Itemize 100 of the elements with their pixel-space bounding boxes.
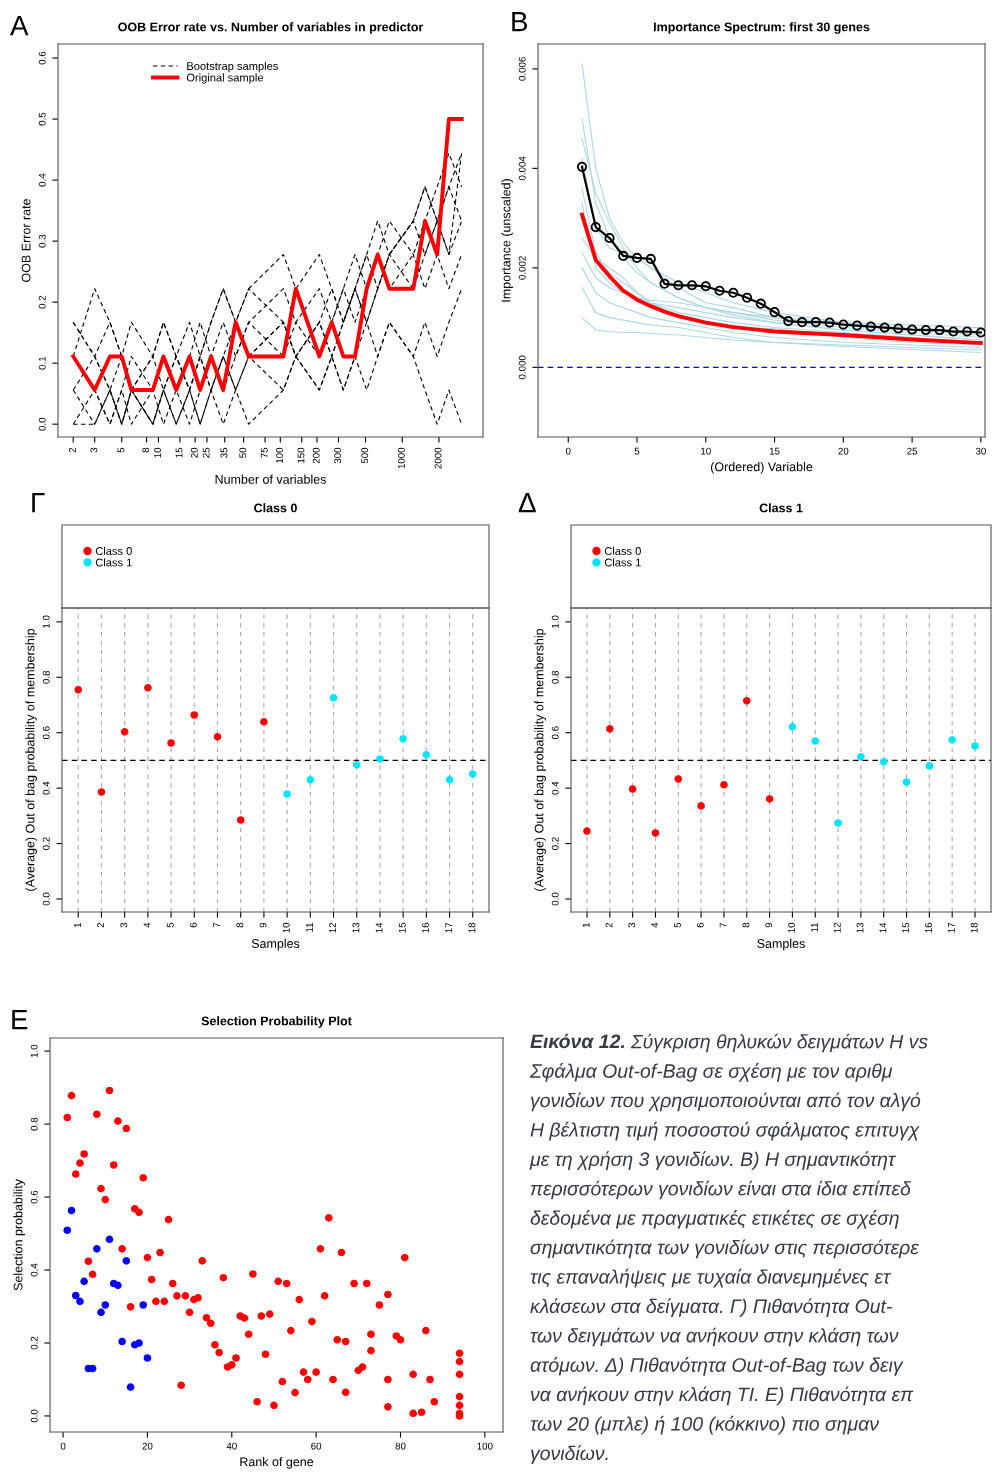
y-tick-label: 0.6	[42, 726, 50, 740]
x-tick-label: 15	[398, 922, 406, 933]
x-tick-label: 14	[879, 922, 887, 933]
y-tick-label: 0.6	[38, 51, 46, 65]
y-tick-label: 0.0	[38, 417, 46, 431]
x-tick-label: 6	[190, 922, 197, 928]
text: των 20 (μπλε) ή 100 (κόκκινο) πιο σημαν	[530, 1415, 879, 1435]
x-tick-label: 25	[202, 447, 210, 458]
text: σημαντικότητα των γονιδίων στις περισσότερε	[530, 1239, 919, 1259]
x-tick-label: 10	[154, 447, 162, 458]
legend-label: Original sample	[186, 73, 264, 84]
x-tick-label: 5	[674, 922, 681, 928]
y-tick-label: 0.8	[551, 670, 559, 684]
x-tick-label: 4	[651, 922, 658, 928]
x-tick-label: 100	[477, 1442, 493, 1450]
x-tick-label: 17	[445, 922, 453, 933]
x-axis-title: (Ordered) Variable	[710, 462, 813, 474]
chart-title: Class 1	[759, 503, 803, 513]
x-tick-label: 150	[297, 447, 305, 463]
y-tick-label: 0.6	[30, 1190, 38, 1204]
x-tick-label: 80	[395, 1442, 406, 1450]
y-axis-title: (Average) Out of bag probability of membership	[534, 628, 546, 891]
y-axis-title: Selection probability	[13, 1179, 25, 1291]
text: τις επαναλήψεις με τυχαία διανεμημένες ετ	[530, 1268, 892, 1288]
y-tick-label: 0.000	[518, 355, 526, 380]
legend-label: Class 1	[95, 558, 132, 567]
text: περισσότερων γονιδίων είναι στα ίδια επίπεδ	[530, 1180, 912, 1200]
y-tick-label: 0.2	[38, 295, 46, 309]
text: των δειγμάτων να ανήκουν στην κλάση των	[530, 1327, 899, 1347]
x-tick-label: 9	[765, 922, 773, 928]
x-tick-label: 200	[312, 447, 320, 464]
x-tick-label: 6	[696, 922, 704, 928]
x-tick-label: 2000	[434, 447, 442, 469]
x-axis-title: Samples	[251, 938, 300, 951]
legend-label: Class 0	[604, 546, 641, 555]
x-tick-label: 8	[142, 447, 150, 453]
text: γονιδίων.	[531, 1445, 608, 1464]
y-tick-label: 1.0	[551, 615, 559, 628]
x-tick-label: 30	[975, 447, 986, 455]
y-tick-label: 0.0	[30, 1409, 38, 1423]
x-tick-label: 5	[634, 447, 640, 455]
legend-label: Class 0	[95, 546, 132, 555]
x-tick-label: 0	[565, 447, 571, 455]
y-tick-label: 0.1	[38, 356, 46, 370]
y-axis-title: Importance (unscaled)	[501, 179, 513, 302]
x-tick-label: 8	[742, 922, 750, 928]
x-tick-label: 100	[276, 447, 283, 463]
x-axis-title: Rank of gene	[240, 1457, 314, 1469]
y-tick-label: 0.4	[42, 781, 50, 795]
text: Δ	[518, 493, 536, 513]
text: γονιδίων που χρησιμοποιούνται από τον αλγό	[531, 1092, 921, 1112]
text: ατόμων. Δ) Πιθανότητα Out-of-Bag των δειγ	[530, 1357, 904, 1376]
x-tick-label: 14	[375, 922, 383, 933]
x-tick-label: 20	[838, 447, 849, 455]
x-tick-label: 16	[925, 922, 932, 933]
x-tick-label: 9	[259, 922, 267, 928]
x-tick-label: 50	[239, 447, 247, 458]
y-tick-label: 0.8	[30, 1117, 38, 1131]
y-tick-label: 0.004	[518, 156, 526, 181]
x-tick-label: 3	[90, 447, 98, 453]
x-tick-label: 13	[856, 922, 864, 933]
y-tick-label: 0.3	[38, 234, 46, 248]
x-tick-label: 35	[220, 447, 228, 458]
x-tick-label: 10	[701, 447, 711, 455]
y-tick-label: 0.4	[38, 173, 46, 187]
x-tick-label: 18	[970, 922, 978, 933]
x-tick-label: 7	[213, 922, 220, 928]
x-tick-label: 13	[352, 922, 360, 933]
chart-title: OOB Error rate vs. Number of variables in predictor	[118, 22, 424, 34]
x-tick-label: 5	[166, 922, 174, 928]
x-tick-label: 12	[833, 922, 841, 933]
text: B	[512, 12, 528, 32]
y-tick-label: 1.0	[42, 615, 50, 628]
x-tick-label: 15	[769, 447, 780, 455]
x-tick-label: 0	[60, 1442, 66, 1450]
x-tick-label: 2	[97, 922, 104, 928]
x-tick-label: 15	[902, 922, 910, 933]
y-axis-title: OOB Error rate	[21, 199, 31, 282]
x-tick-label: 11	[306, 922, 313, 932]
x-tick-label: 1	[582, 922, 590, 928]
x-tick-label: 8	[236, 922, 244, 928]
text: κλάσεων στα δείγματα. Γ) Πιθανότητα Out-	[530, 1298, 892, 1317]
y-tick-label: 0.5	[38, 112, 46, 126]
x-axis-title: Samples	[757, 938, 805, 951]
x-tick-label: 4	[143, 922, 151, 928]
chart-title: Importance Spectrum: first 30 genes	[653, 22, 870, 34]
y-tick-label: 0.2	[30, 1336, 38, 1350]
y-tick-label: 0.8	[42, 670, 50, 684]
text: E	[12, 1010, 28, 1030]
y-tick-label: 0.0	[42, 892, 50, 906]
x-axis-title: Number of variables	[215, 474, 326, 484]
text: με τη χρήση 3 γονιδίων. Β) Η σημαντικότητ	[529, 1151, 897, 1170]
x-tick-label: 18	[468, 922, 476, 933]
x-tick-label: 500	[361, 447, 369, 464]
text: Η βέλτιστη τιμή ποσοστού σφάλματος επιτυγχ	[530, 1121, 920, 1141]
x-tick-label: 40	[226, 1442, 237, 1450]
x-tick-label: 5	[117, 447, 125, 453]
x-tick-label: 2	[68, 447, 76, 453]
text: να ανήκουν στην κλάση ΤΙ. Ε) Πιθανότητα επ	[530, 1386, 914, 1406]
text: Σύγκριση θηλυκών δειγμάτων Η vs	[630, 1033, 928, 1053]
